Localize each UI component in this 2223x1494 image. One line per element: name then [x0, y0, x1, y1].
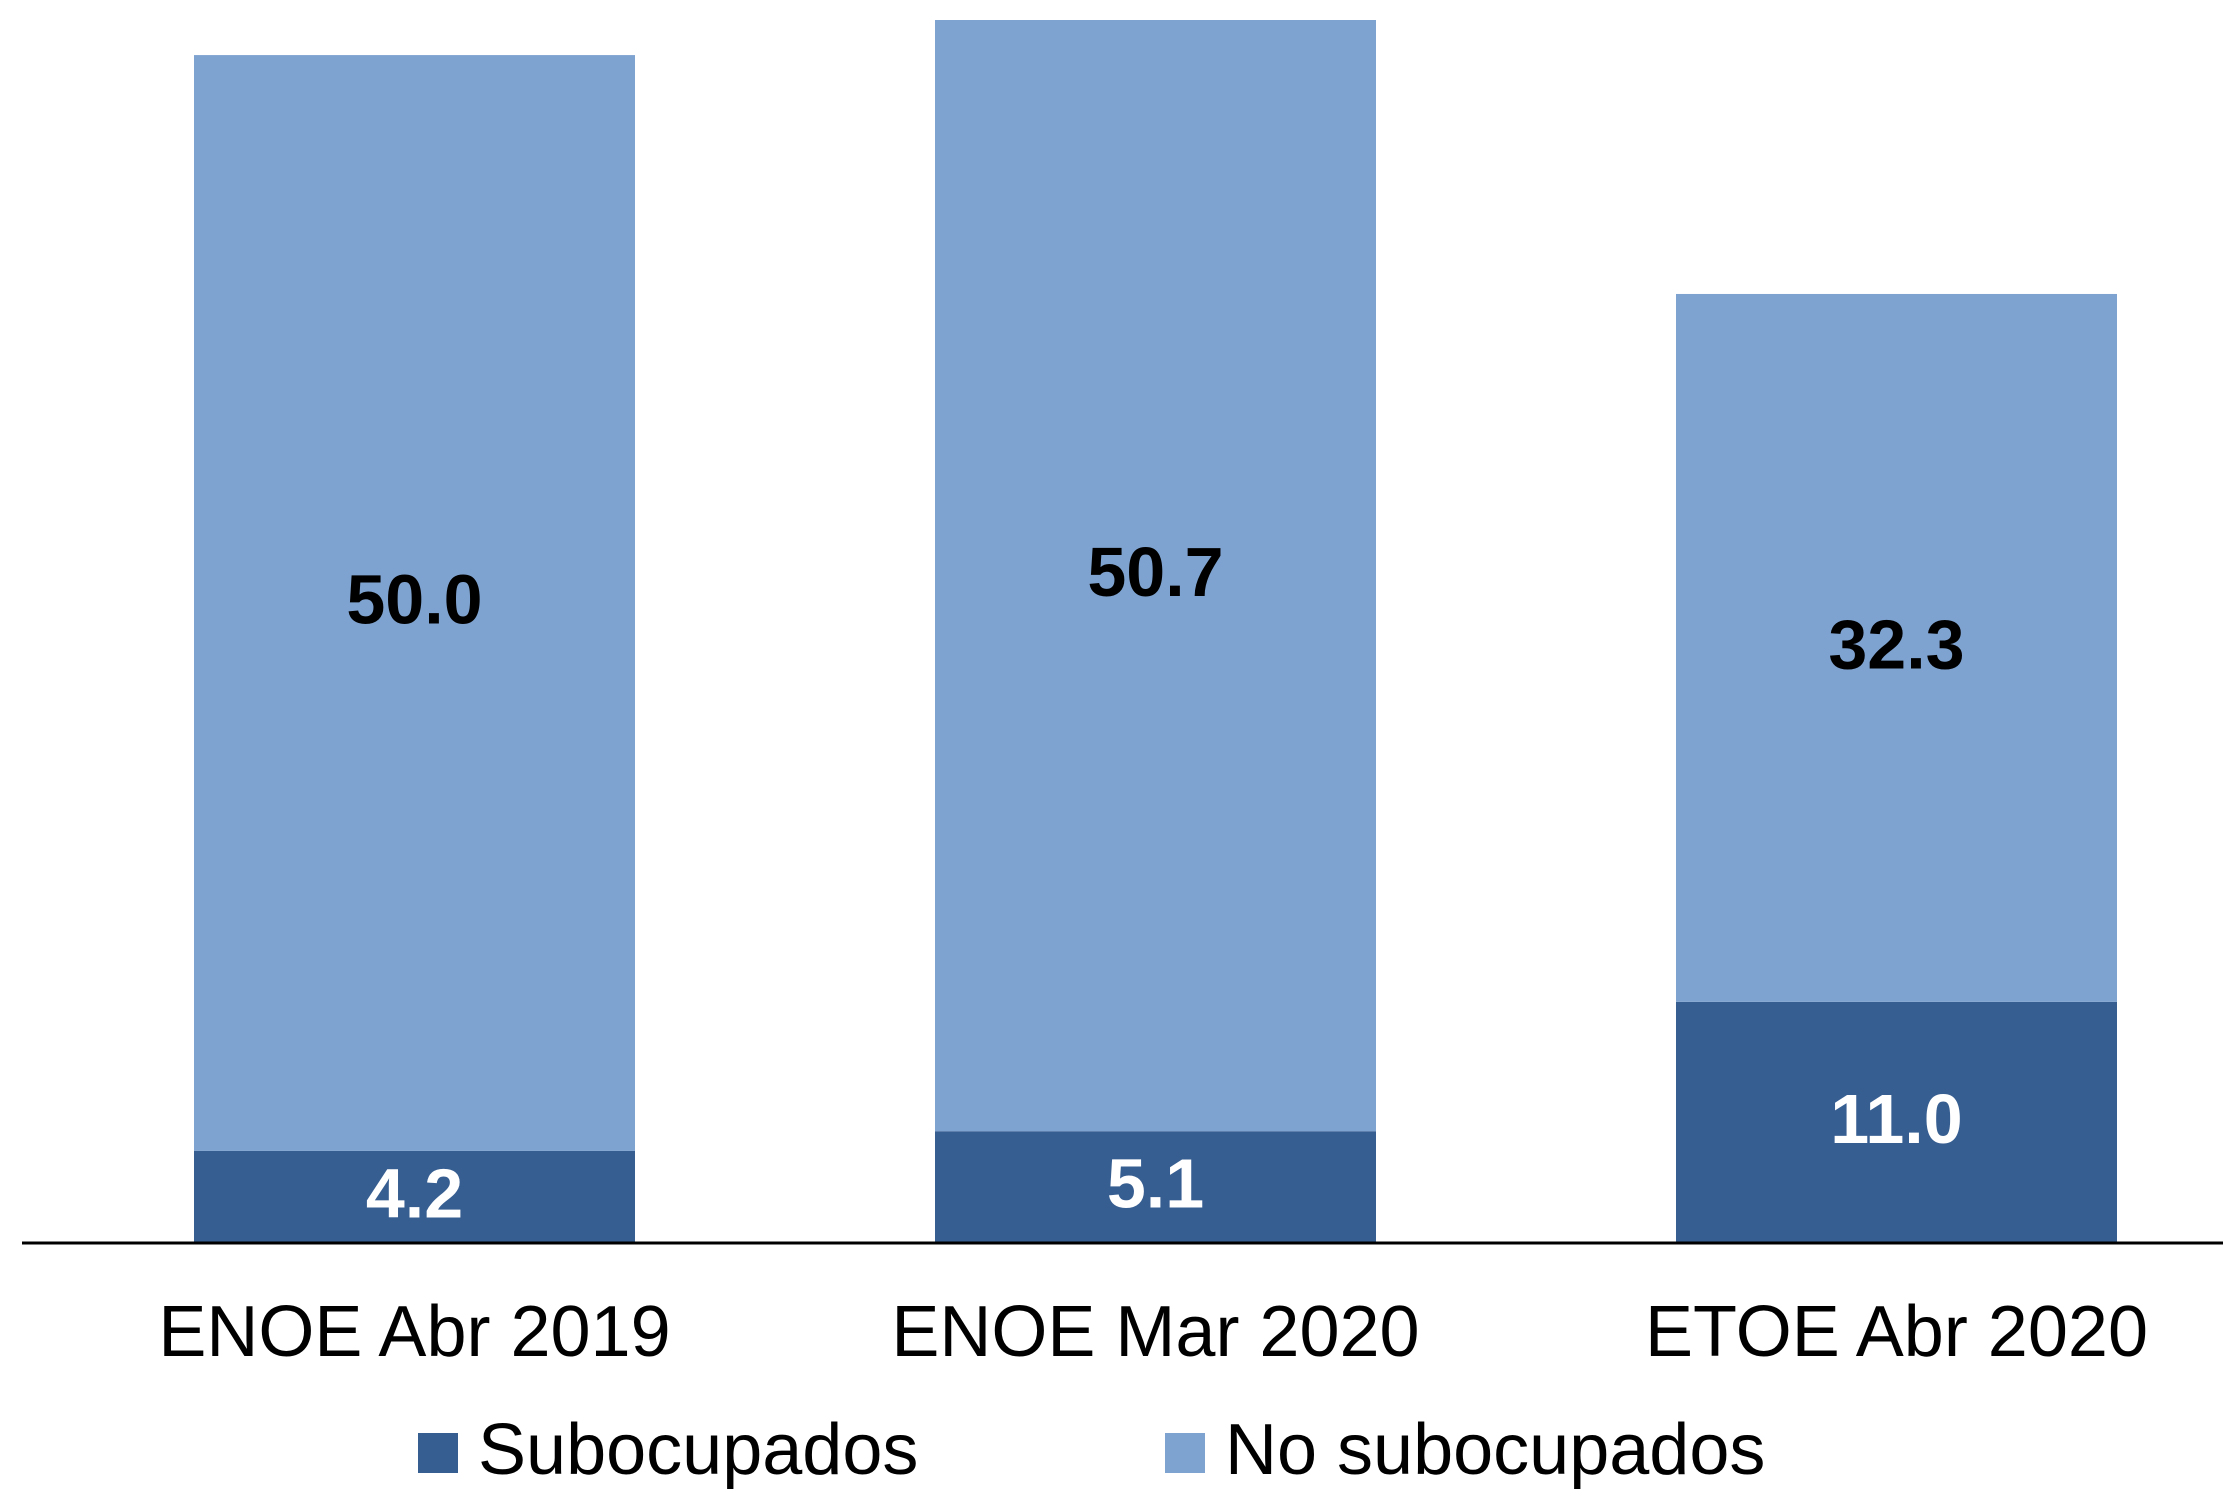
x-tick-label: ETOE Abr 2020	[1645, 1292, 2148, 1372]
bar-segment	[935, 1131, 1376, 1243]
bar-segment	[1676, 1001, 2117, 1243]
data-label: 50.7	[1087, 533, 1223, 611]
data-label: 32.3	[1828, 605, 1964, 683]
x-tick-label: ENOE Mar 2020	[891, 1292, 1419, 1372]
legend-swatch	[418, 1433, 458, 1473]
x-tick-label: ENOE Abr 2019	[158, 1292, 670, 1372]
bar-segment	[194, 1150, 635, 1243]
data-label: 4.2	[366, 1154, 463, 1232]
bar-segment	[935, 20, 1376, 1132]
legend-swatch	[1165, 1433, 1205, 1473]
legend-label: No subocupados	[1225, 1410, 1765, 1490]
data-label: 50.0	[346, 560, 482, 638]
bar-segment	[1676, 293, 2117, 1002]
data-label: 5.1	[1107, 1145, 1204, 1223]
data-label: 11.0	[1830, 1080, 1962, 1158]
bar-segment	[194, 55, 635, 1151]
legend-label: Subocupados	[478, 1410, 918, 1490]
